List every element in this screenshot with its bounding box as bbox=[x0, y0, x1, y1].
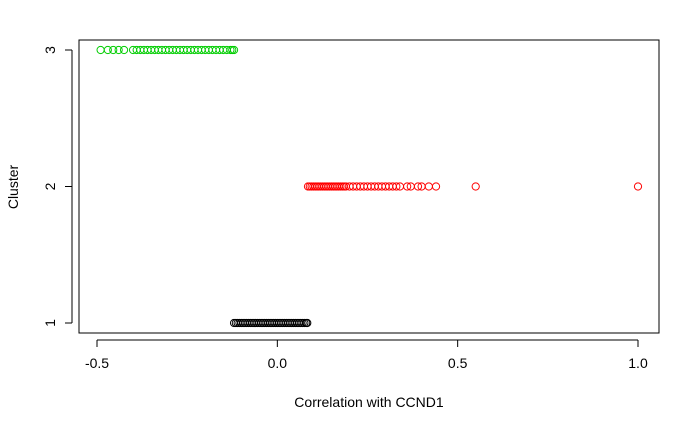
data-point bbox=[119, 45, 129, 55]
data-point bbox=[109, 45, 118, 55]
x-tick-label: -0.5 bbox=[85, 355, 109, 371]
data-point bbox=[403, 182, 412, 191]
x-tick-label: 0.5 bbox=[448, 355, 468, 371]
y-tick-label: 3 bbox=[42, 46, 58, 54]
data-point bbox=[303, 318, 312, 328]
plot-box bbox=[78, 39, 660, 334]
data-point bbox=[471, 182, 480, 191]
y-axis-label: Cluster bbox=[5, 164, 21, 209]
y-tick-label: 1 bbox=[42, 319, 58, 327]
data-point bbox=[633, 182, 643, 191]
x-tick-label: 0.0 bbox=[268, 355, 288, 371]
cluster-2-points bbox=[303, 182, 643, 191]
data-point bbox=[229, 45, 239, 55]
data-points bbox=[96, 45, 643, 328]
x-axis: -0.5 0.0 0.5 1.0 bbox=[85, 339, 648, 371]
y-axis: 1 2 3 bbox=[42, 46, 73, 327]
cluster-3-points bbox=[96, 45, 239, 55]
data-point bbox=[413, 182, 423, 191]
data-point bbox=[431, 182, 441, 191]
cluster-1-points bbox=[229, 318, 312, 328]
y-tick-label: 2 bbox=[42, 182, 58, 190]
data-point bbox=[114, 45, 123, 55]
x-tick-label: 1.0 bbox=[628, 355, 648, 371]
data-point bbox=[103, 45, 112, 55]
data-point bbox=[392, 182, 401, 191]
x-axis-label: Correlation with CCND1 bbox=[294, 394, 444, 410]
